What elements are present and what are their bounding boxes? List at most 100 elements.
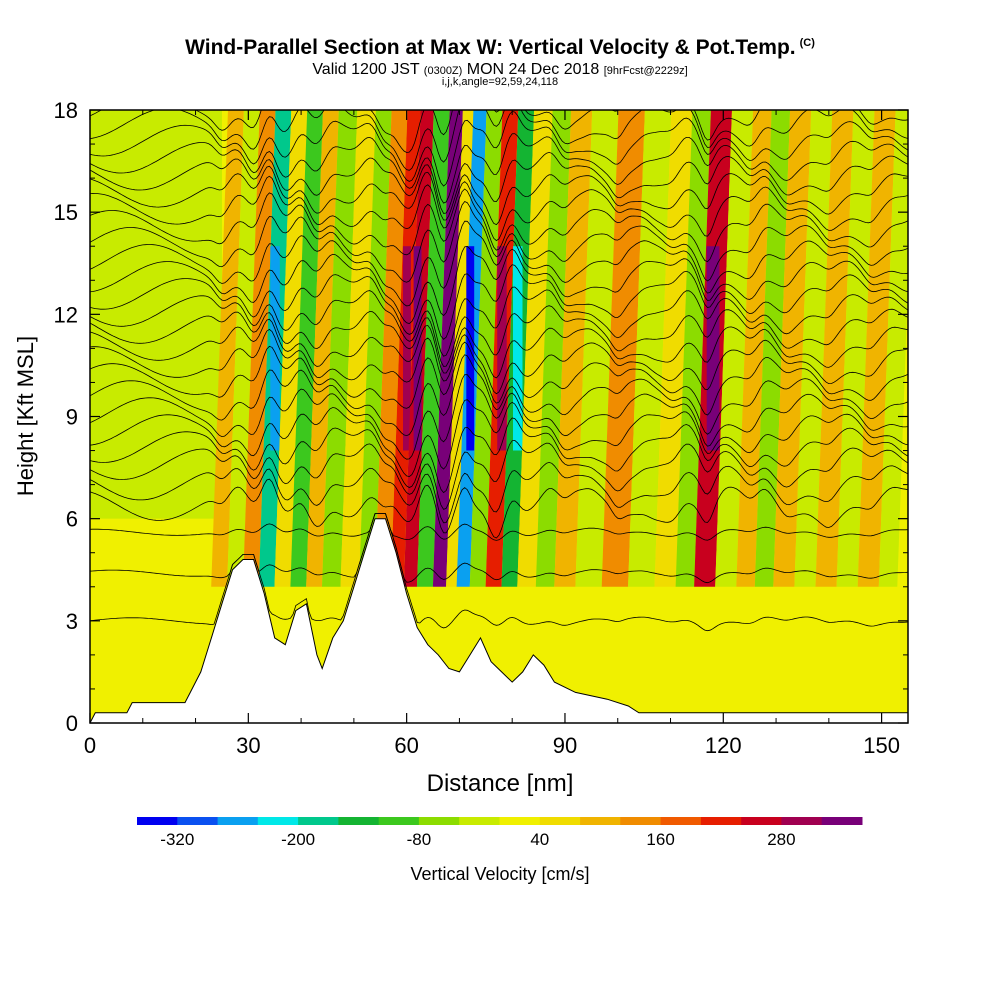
theta-contour [90, 110, 908, 171]
colorbar-swatch [741, 817, 782, 825]
velocity-core [403, 246, 411, 451]
terrain-profile [90, 518, 908, 723]
axes: 0 30 60 90 120 150 0 3 6 9 12 15 18 [54, 98, 908, 758]
velocity-band [340, 110, 376, 587]
chart-title: Wind-Parallel Section at Max W: Vertical… [185, 36, 815, 59]
velocity-band [469, 110, 503, 587]
theta-contour [90, 513, 908, 541]
colorbar-swatch [660, 817, 702, 825]
velocity-band [575, 110, 619, 587]
colorbar-tick-label: 40 [530, 830, 549, 849]
x-tick-label: 150 [863, 733, 900, 758]
velocity-band [675, 110, 711, 587]
x-tick-label: 60 [394, 733, 418, 758]
theta-contour [90, 399, 908, 478]
copyright-mark: (C) [799, 37, 815, 49]
velocity-band [857, 110, 896, 587]
colorbar-tick-label: 280 [767, 830, 795, 849]
velocity-band [815, 110, 854, 587]
velocity-band [773, 110, 812, 587]
theta-contour [90, 245, 908, 324]
colorbar-swatch [338, 817, 380, 825]
theta-contour [90, 165, 908, 226]
theta-contour [90, 110, 908, 187]
x-tick-label: 120 [705, 733, 742, 758]
velocity-band [794, 110, 833, 587]
velocity-band [601, 110, 645, 587]
terrain [90, 518, 908, 723]
theta-contour [90, 341, 908, 416]
theta-contour [90, 305, 908, 367]
colorbar-tick-label: -80 [407, 830, 432, 849]
y-tick-label: 9 [66, 405, 78, 430]
velocity-band [535, 110, 572, 587]
theta-contour [90, 478, 908, 539]
x-axis-label: Distance [nm] [427, 770, 574, 797]
velocity-band [306, 110, 339, 587]
velocity-band [715, 110, 754, 587]
colorbar-tick-label: -200 [281, 830, 315, 849]
velocity-band [374, 110, 408, 587]
velocity-core [497, 246, 507, 451]
theta-contour [90, 354, 908, 437]
colorbar-swatch [177, 817, 219, 825]
theta-contour [90, 461, 908, 524]
y-axis-label: Height [Kft MSL] [13, 336, 38, 496]
colorbar-swatch [459, 817, 500, 825]
colorbar-swatch [298, 817, 339, 825]
chart-subtitle: Valid 1200 JST (0300Z) MON 24 Dec 2018 [… [312, 61, 688, 78]
colorbar-swatch [257, 817, 299, 825]
theta-contour [90, 417, 908, 494]
theta-contour [90, 513, 908, 584]
colorbar: -320 -200 -80 40 160 280 [137, 817, 863, 849]
colorbar-swatch [418, 817, 460, 825]
x-tick-label: 30 [236, 733, 260, 758]
y-tick-label: 18 [54, 98, 78, 123]
velocity-core [706, 246, 720, 451]
theta-contour [90, 188, 908, 263]
theta-contour [90, 175, 908, 242]
velocity-band [754, 110, 791, 587]
chart-indices: i,j,k,angle=92,59,24,118 [441, 76, 559, 88]
colorbar-tick-label: -320 [160, 830, 194, 849]
y-tick-label: 3 [66, 609, 78, 634]
y-tick-label: 12 [54, 302, 78, 327]
velocity-band [322, 110, 358, 587]
theta-contour [90, 439, 908, 510]
colorbar-label: Vertical Velocity [cm/s] [410, 864, 589, 884]
x-tick-label: 90 [553, 733, 577, 758]
y-tick-label: 15 [54, 200, 78, 225]
velocity-band [836, 110, 875, 587]
colorbar-swatch [137, 817, 178, 825]
theta-contour [90, 151, 908, 214]
velocity-band [359, 110, 392, 587]
velocity-band [211, 110, 244, 587]
colorbar-swatch [781, 817, 823, 825]
theta-contour [90, 286, 908, 357]
x-tick-label: 0 [84, 733, 96, 758]
velocity-band [628, 110, 672, 587]
theta-contour [90, 264, 908, 340]
colorbar-swatch [620, 817, 662, 825]
colorbar-swatch [217, 817, 259, 825]
colorbar-swatch [700, 817, 742, 825]
velocity-band [736, 110, 772, 587]
velocity-band [274, 110, 308, 587]
theta-contour [90, 220, 908, 307]
velocity-core [513, 246, 523, 451]
theta-contour [90, 201, 908, 283]
velocity-band [227, 110, 260, 587]
theta-contour [90, 133, 908, 204]
theta-contours [90, 110, 908, 632]
colorbar-swatch [821, 817, 863, 825]
velocity-core [413, 246, 422, 451]
theta-contour [90, 328, 908, 395]
velocity-core [270, 246, 280, 451]
field-upstream-region [90, 110, 222, 519]
colorbar-swatch [378, 817, 420, 825]
colorbar-tick-label: 160 [646, 830, 674, 849]
colorbar-swatch [499, 817, 541, 825]
y-tick-label: 6 [66, 507, 78, 532]
theta-contour [90, 513, 908, 632]
